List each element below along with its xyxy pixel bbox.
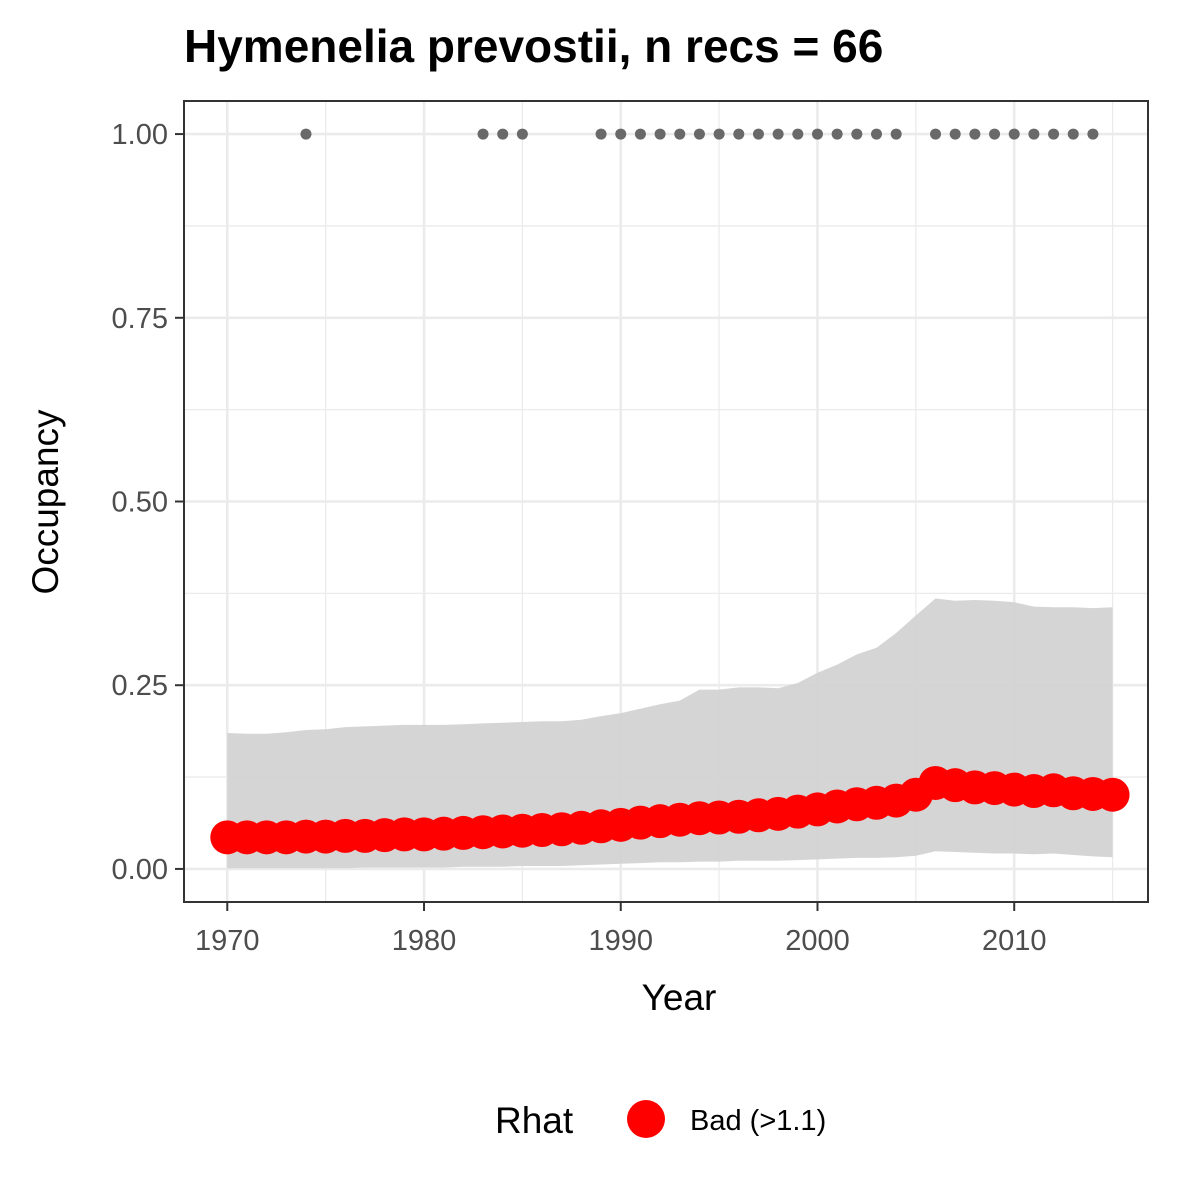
record-point (1087, 128, 1099, 140)
record-point (1028, 128, 1040, 140)
record-point (930, 128, 942, 140)
occupancy-point (1095, 777, 1130, 812)
record-point (615, 128, 627, 140)
y-tick-label: 1.00 (112, 119, 168, 151)
y-tick-label: 0.25 (112, 670, 168, 702)
record-point (752, 128, 764, 140)
x-tick-label: 1970 (195, 925, 260, 957)
record-point (595, 128, 607, 140)
x-tick-label: 1990 (588, 925, 653, 957)
record-point (713, 128, 725, 140)
x-tick-label: 1980 (392, 925, 457, 957)
record-point (634, 128, 646, 140)
record-point (890, 128, 902, 140)
record-point (949, 128, 961, 140)
record-point (300, 128, 312, 140)
record-point (693, 128, 705, 140)
record-point (969, 128, 981, 140)
record-point (654, 128, 666, 140)
y-axis-title: Occupancy (25, 409, 66, 595)
x-axis-ticks: 1970 1980 1990 2000 2010 (195, 902, 1046, 957)
y-tick-label: 0.75 (112, 303, 168, 335)
record-point (811, 128, 823, 140)
record-point (772, 128, 784, 140)
record-point (851, 128, 863, 140)
x-axis-title: Year (642, 977, 717, 1018)
legend-label-bad: Bad (>1.1) (690, 1105, 826, 1137)
y-tick-label: 0.50 (112, 487, 168, 519)
record-point (1008, 128, 1020, 140)
record-point (792, 128, 804, 140)
record-point (674, 128, 686, 140)
legend-title: Rhat (495, 1100, 574, 1141)
chart-title: Hymenelia prevostii, n recs = 66 (184, 20, 883, 72)
record-point (871, 128, 883, 140)
record-point (733, 128, 745, 140)
records-layer (300, 128, 1099, 140)
record-point (1067, 128, 1079, 140)
points-layer (210, 765, 1130, 855)
record-point (1048, 128, 1060, 140)
legend: Rhat Bad (>1.1) (495, 1100, 826, 1141)
y-axis-ticks: 0.00 0.25 0.50 0.75 1.00 (112, 119, 184, 886)
record-point (516, 128, 528, 140)
record-point (989, 128, 1001, 140)
record-point (477, 128, 489, 140)
x-tick-label: 2010 (982, 925, 1047, 957)
legend-key-bad (627, 1100, 665, 1138)
record-point (831, 128, 843, 140)
record-point (497, 128, 509, 140)
x-tick-label: 2000 (785, 925, 850, 957)
y-tick-label: 0.00 (112, 854, 168, 886)
